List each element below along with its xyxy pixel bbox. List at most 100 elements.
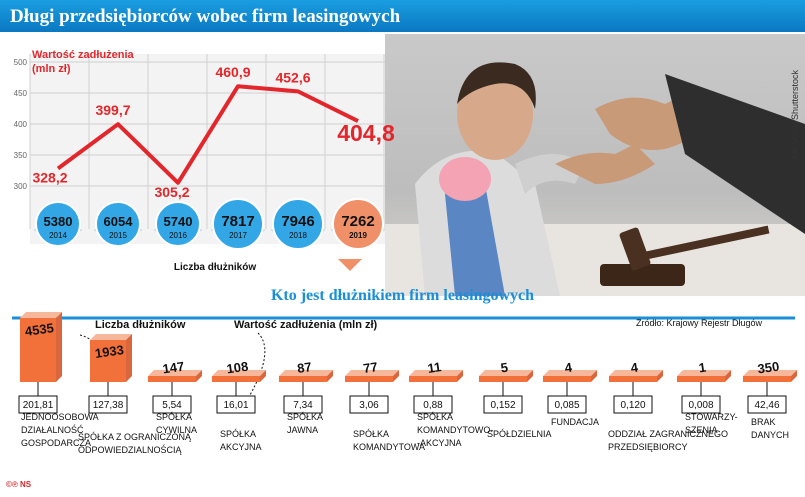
bar-top [609,370,663,376]
bar-side [196,370,202,382]
category-label: KOMANDYTOWO- [417,425,493,435]
line-value-label: 305,2 [154,184,189,200]
source-note: Źródło: Krajowy Rejestr Długów [636,318,763,328]
bar-top [90,334,132,340]
category-label: STOWARZY- [685,412,738,422]
category-label: SPÓŁKA [353,429,389,439]
count-bar [279,376,327,382]
illustration-photo [385,34,805,296]
debt-value: 0,008 [688,400,713,411]
y-tick-label: 300 [14,182,28,191]
bar-side [527,370,533,382]
photo-credit: fot. vchal/Shutterstock [790,70,800,159]
category-label: SPÓŁKA [287,412,323,422]
bar-side [591,370,597,382]
category-label: ODDZIAŁ ZAGRANICZNEGO [608,429,728,439]
bar-side [657,370,663,382]
debt-line [56,84,359,185]
value-box [613,395,653,414]
bar-top [409,370,463,376]
y-tick-label: 400 [14,120,28,129]
category-label: ODPOWIEDZIALNOŚCIĄ [78,444,183,455]
value-box [283,395,323,414]
count-bar [345,376,393,382]
category-label: SPÓŁKA [220,429,256,439]
pointer-triangle [338,259,362,271]
value-box [547,395,587,414]
debtor-count-value: 1933 [94,342,125,361]
line-value-label: 452,6 [275,69,310,85]
debt-value: 0,120 [620,400,645,411]
debtor-count-value: 1 [698,360,707,376]
category-label: BRAK [751,417,776,427]
debt-line-chart: 500 450 400 350 300 Wartość zadłużenia (mln zł… [14,49,395,273]
count-bar [609,376,657,382]
year-label: 2019 [349,231,367,240]
bar-top [212,370,266,376]
debt-value: 3,06 [359,400,379,411]
bar-top [743,370,797,376]
count-bubble [35,201,81,247]
debtor-count-value: 11 [427,359,443,376]
bar-side [457,370,463,382]
debt-value: 16,01 [223,400,248,411]
debt-value: 42,46 [754,400,779,411]
value-box [413,395,453,414]
value-box [18,395,58,414]
category-label: PRZEDSIĘBIORCY [608,442,688,452]
count-bubble [155,201,201,247]
category-label: CYWILNA [156,425,197,435]
bar-side [56,312,62,382]
chart-title-2: (mln zł) [32,63,71,75]
count-bar [677,376,725,382]
value-box [681,395,721,414]
bar-top [677,370,731,376]
value-arrow [249,332,266,396]
y-tick-label: 450 [14,89,28,98]
count-bar [543,376,591,382]
value-box [349,395,389,414]
category-label: DANYCH [751,430,789,440]
year-label: 2014 [49,231,67,240]
line-value-label: 460,9 [215,64,250,80]
category-label: SPÓŁKA [417,412,453,422]
debtor-count-value: 108 [226,359,250,377]
bar-top [345,370,399,376]
debtor-count-value: 5 [500,360,509,376]
count-bar [479,376,527,382]
debt-value: 201,81 [23,400,54,411]
count-value: 7262 [341,213,374,230]
bar-side [327,370,333,382]
category-label: DZIAŁALNOŚĆ [21,424,84,435]
debtor-count-value: 147 [162,359,186,377]
count-bubble [95,201,141,247]
year-label: 2017 [229,231,247,240]
value-box [216,395,256,414]
page-title: Długi przedsiębiorców wobec firm leasing… [10,6,401,27]
value-box [747,395,787,414]
year-label: 2015 [109,231,127,240]
category-label: SPÓŁKA [156,412,192,422]
debtor-count-value: 87 [296,359,312,376]
line-value-label: 328,2 [32,170,67,186]
bar-side [126,334,132,382]
bar-top [543,370,597,376]
count-bar [743,376,791,382]
bar-top [148,370,202,376]
bar-side [791,370,797,382]
category-label: SPÓŁDZIELNIA [487,429,552,439]
bar-side [393,370,399,382]
year-label: 2016 [169,231,187,240]
count-bubble [332,198,384,250]
count-bar [409,376,457,382]
debt-value: 0,88 [423,400,443,411]
bar-top [279,370,333,376]
count-value: 7946 [281,213,314,230]
count-bubble [212,198,264,250]
debtor-count-label: Liczba dłużników [95,319,186,331]
count-value: 7817 [221,213,254,230]
bar-top [20,312,62,318]
count-bar [90,340,126,382]
category-label: KOMANDYTOWA [353,442,425,452]
